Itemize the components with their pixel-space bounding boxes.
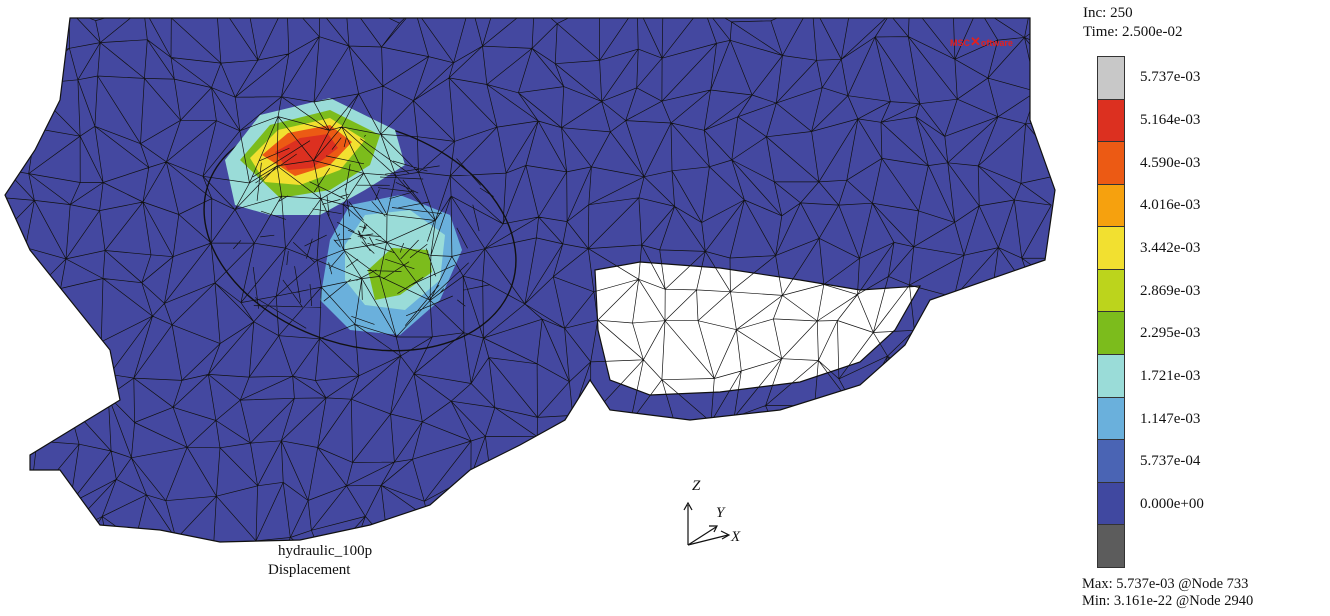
legend-value-label: 2.869e-03 bbox=[1140, 282, 1201, 299]
msc-software-logo: MSC✕oftware bbox=[950, 34, 1013, 50]
legend-swatch bbox=[1098, 397, 1124, 441]
axis-triad bbox=[683, 501, 731, 546]
legend-value-label: 4.016e-03 bbox=[1140, 197, 1201, 214]
legend-extremes: Max: 5.737e-03 @Node 733 Min: 3.161e-22 … bbox=[1082, 576, 1253, 610]
legend-value-label: 5.737e-03 bbox=[1140, 69, 1201, 86]
time-label: Time: 2.500e-02 bbox=[1083, 24, 1183, 40]
legend-swatch bbox=[1098, 312, 1124, 356]
legend-swatch bbox=[1098, 227, 1124, 270]
legend-swatch bbox=[1098, 99, 1124, 143]
axis-label-y: Y bbox=[716, 505, 725, 521]
fe-mesh-plot[interactable] bbox=[0, 0, 1060, 616]
contour-legend-labels: 5.737e-03 5.164e-03 4.590e-03 4.016e-03 3.44… bbox=[1140, 56, 1320, 568]
increment-info: Inc: 250 Time: 2.500e-02 bbox=[1083, 4, 1182, 42]
legend-swatch bbox=[1098, 184, 1124, 228]
legend-value-label: 3.442e-03 bbox=[1140, 240, 1201, 256]
model-viewport[interactable] bbox=[0, 0, 1060, 616]
increment-label: Inc: 250 bbox=[1083, 5, 1133, 21]
legend-value-label: 5.164e-03 bbox=[1140, 112, 1201, 128]
legend-swatch bbox=[1098, 57, 1124, 100]
legend-value-label: 1.721e-03 bbox=[1140, 368, 1201, 384]
legend-swatch-below-range bbox=[1098, 525, 1124, 567]
legend-value-label: 0.000e+00 bbox=[1140, 496, 1204, 512]
legend-swatch bbox=[1098, 142, 1124, 185]
axis-label-x: X bbox=[731, 529, 741, 545]
job-info: hydraulic_100p Displacement bbox=[268, 542, 372, 580]
legend-value-label: 5.737e-04 bbox=[1140, 453, 1201, 470]
legend-swatch bbox=[1098, 355, 1124, 398]
legend-value-label: 2.295e-03 bbox=[1140, 325, 1201, 342]
result-quantity: Displacement bbox=[268, 562, 351, 578]
logo-text-left: MSC bbox=[950, 38, 970, 48]
logo-mark-icon: ✕ bbox=[970, 34, 981, 49]
logo-text-right: oftware bbox=[980, 38, 1013, 48]
job-name: hydraulic_100p bbox=[278, 543, 373, 559]
axis-label-z: Z bbox=[692, 478, 701, 494]
max-value-label: Max: 5.737e-03 @Node 733 bbox=[1082, 576, 1249, 592]
min-value-label: Min: 3.161e-22 @Node 2940 bbox=[1082, 593, 1254, 609]
contour-legend-bar bbox=[1097, 56, 1125, 568]
legend-value-label: 4.590e-03 bbox=[1140, 154, 1201, 171]
legend-value-label: 1.147e-03 bbox=[1140, 410, 1201, 427]
legend-swatch bbox=[1098, 482, 1124, 526]
legend-swatch bbox=[1098, 269, 1124, 313]
contour-band-green bbox=[368, 248, 432, 300]
legend-swatch bbox=[1098, 440, 1124, 483]
